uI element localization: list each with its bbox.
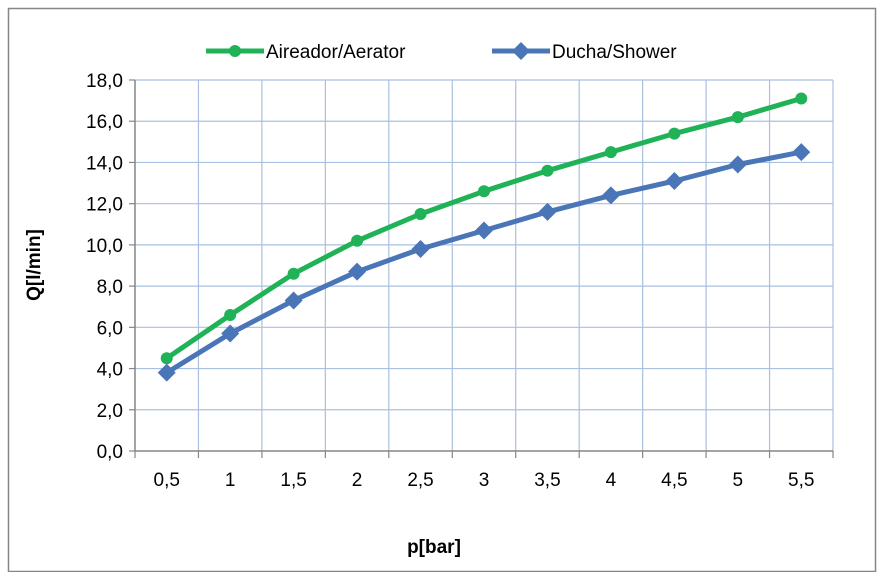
shower-data-point (348, 262, 367, 281)
shower-data-point (665, 171, 684, 190)
aerator-data-point (795, 92, 808, 105)
aerator-data-point (351, 234, 364, 247)
y-tick-label: 4,0 (97, 360, 123, 381)
x-tick-label: 1 (225, 470, 236, 491)
aerator-data-point (541, 164, 554, 177)
tick-labels: 0,0 2,0 4,0 6,0 8,0 10,0 12,0 14,0 16,0 18,0 0,5 1 1… (86, 71, 814, 491)
y-tick-label: 6,0 (97, 318, 123, 339)
y-tick-label: 10,0 (86, 236, 123, 257)
shower-data-point (411, 240, 430, 259)
aerator-data-point (160, 352, 173, 365)
shower-data-point (538, 202, 557, 221)
shower-data-point (284, 291, 303, 310)
plot-area (135, 80, 833, 451)
series-layer (157, 92, 811, 382)
axes (129, 79, 834, 458)
x-tick-label: 1,5 (280, 470, 306, 491)
shower-data-point (792, 143, 811, 162)
x-tick-label: 2,5 (407, 470, 433, 491)
aerator-data-point (668, 127, 681, 140)
y-tick-label: 12,0 (86, 195, 123, 216)
aerator-data-point (287, 267, 300, 280)
y-tick-label: 8,0 (97, 277, 123, 298)
x-axis-title: p[bar] (407, 537, 461, 558)
y-tick-label: 2,0 (97, 401, 123, 422)
aerator-legend-marker (229, 45, 241, 57)
aerator-legend-label: Aireador/Aerator (266, 42, 406, 63)
aerator-data-point (478, 185, 490, 198)
x-tick-label: 4 (606, 470, 617, 491)
x-tick-label: 3,5 (534, 470, 560, 491)
shower-data-point (728, 155, 747, 174)
legend: Aireador/Aerator Ducha/Shower (206, 42, 677, 63)
shower-data-point (221, 324, 240, 343)
x-tick-label: 5 (733, 470, 744, 491)
y-tick-label: 0,0 (97, 442, 123, 463)
aerator-data-point (414, 207, 427, 220)
shower-data-point (475, 221, 493, 240)
shower-data-point (157, 363, 176, 382)
x-tick-label: 0,5 (154, 470, 180, 491)
x-tick-label: 3 (479, 470, 490, 491)
aerator-data-point (731, 111, 744, 124)
x-tick-label: 2 (352, 470, 363, 491)
x-tick-label: 4,5 (661, 470, 687, 491)
x-tick-label: 5,5 (788, 470, 814, 491)
aerator-data-point (224, 308, 237, 321)
shower-legend-label: Ducha/Shower (552, 42, 677, 63)
aerator-data-point (604, 146, 617, 159)
y-tick-label: 16,0 (86, 112, 123, 133)
grid-lines (135, 79, 834, 451)
y-tick-label: 18,0 (86, 71, 123, 92)
shower-legend-marker (512, 42, 530, 60)
shower-data-point (601, 186, 620, 205)
y-axis-title: Q[l/min] (24, 229, 45, 301)
y-tick-label: 14,0 (86, 153, 123, 174)
